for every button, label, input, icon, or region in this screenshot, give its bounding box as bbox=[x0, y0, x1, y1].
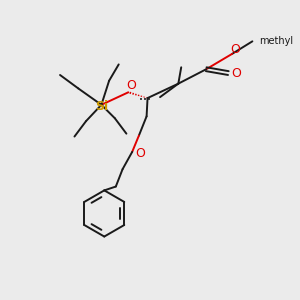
Text: Si: Si bbox=[95, 100, 108, 113]
Text: O: O bbox=[135, 147, 145, 160]
Text: methyl: methyl bbox=[259, 36, 293, 46]
Text: O: O bbox=[126, 79, 136, 92]
Text: •••: ••• bbox=[139, 97, 151, 103]
Text: O: O bbox=[231, 67, 241, 80]
Text: O: O bbox=[230, 43, 240, 56]
